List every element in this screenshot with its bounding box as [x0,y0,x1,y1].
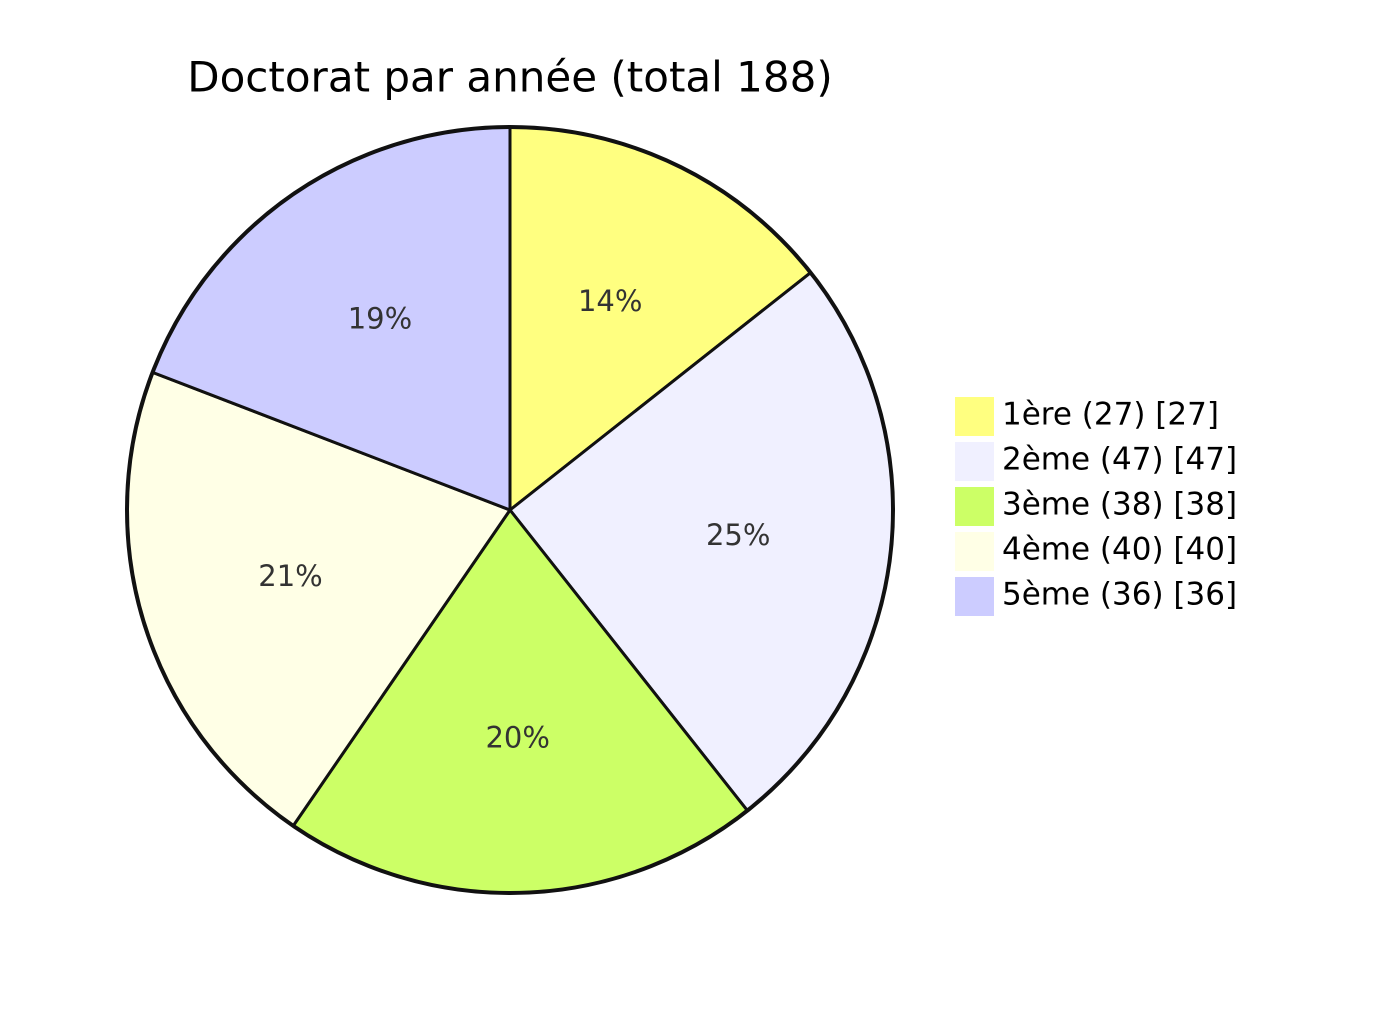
slice-label: 20% [485,721,549,755]
legend-label: 4ème (40) [40] [1002,532,1237,568]
legend-label: 1ère (27) [27] [1002,397,1219,433]
slice-label: 14% [578,284,642,318]
slice-label: 19% [348,302,412,336]
legend-swatch [955,577,994,616]
legend-swatch [955,397,994,436]
legend-swatch [955,487,994,526]
pie-outline [125,125,895,895]
legend-label: 5ème (36) [36] [1002,577,1237,613]
legend-label: 2ème (47) [47] [1002,442,1237,478]
legend-label: 3ème (38) [38] [1002,487,1237,523]
slice-label: 25% [706,518,770,552]
chart-title: Doctorat par année (total 188) [187,53,832,102]
legend-swatch [955,442,994,481]
slice-label: 21% [258,559,322,593]
legend-swatch [955,532,994,571]
